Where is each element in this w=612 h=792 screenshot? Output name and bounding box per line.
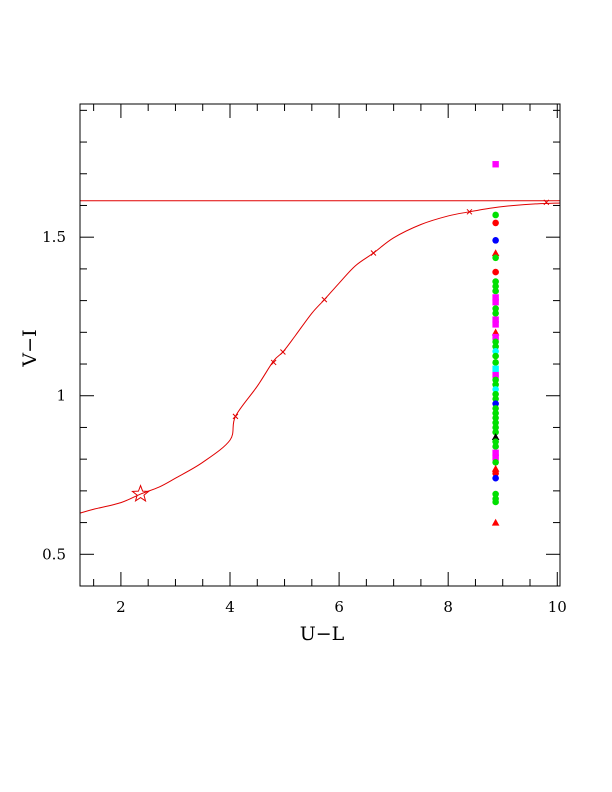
curve-marker-stroke <box>466 208 473 215</box>
y-axis-title: V−I <box>19 329 41 367</box>
x-tick-label: 2 <box>116 598 126 616</box>
data-point <box>492 278 499 285</box>
curve-marker-stroke <box>321 296 328 303</box>
data-point <box>491 464 500 472</box>
data-point <box>492 400 499 407</box>
data-point <box>492 395 499 403</box>
x-tick-label: 4 <box>225 598 235 616</box>
x-tick-label: 8 <box>443 598 453 616</box>
data-point <box>492 371 499 379</box>
data-point <box>492 283 499 290</box>
data-point <box>492 219 499 227</box>
data-point <box>492 316 499 323</box>
data-point <box>491 518 500 526</box>
data-point <box>492 449 499 457</box>
data-point <box>491 328 500 336</box>
x-tick-label: 10 <box>548 598 567 616</box>
data-point <box>492 359 499 366</box>
x-axis-title: U−L <box>300 623 345 645</box>
data-point <box>492 211 499 219</box>
data-point <box>492 338 499 346</box>
data-point <box>492 333 499 341</box>
data-point <box>492 294 499 301</box>
axis-ticks <box>80 104 560 586</box>
curve-marker <box>370 250 377 256</box>
data-point <box>492 419 499 426</box>
data-point <box>492 287 499 295</box>
data-point <box>492 414 499 422</box>
curve-marker <box>280 349 286 355</box>
data-point <box>492 405 499 412</box>
data-point <box>491 249 500 257</box>
curve-marker <box>543 199 550 206</box>
data-point <box>492 409 499 417</box>
curve-marker-stroke <box>280 349 286 355</box>
curve-marker-stroke <box>543 199 550 206</box>
data-point <box>492 343 499 350</box>
data-point <box>492 443 499 450</box>
data-point <box>492 352 499 360</box>
data-point <box>492 298 499 306</box>
y-tick-label: 1.5 <box>42 228 66 246</box>
data-point <box>492 386 499 393</box>
data-point <box>492 454 499 461</box>
data-point <box>492 490 499 498</box>
x-tick-label: 6 <box>334 598 344 616</box>
curve-marker-stroke <box>232 413 239 420</box>
data-point <box>492 305 499 312</box>
data-point <box>492 365 499 372</box>
tick-labels: 2 4 6 8 10 0.5 1 1.5 <box>42 228 567 616</box>
data-point <box>492 498 499 506</box>
data-point <box>492 424 499 431</box>
data-point <box>492 161 499 168</box>
data-point <box>492 268 499 276</box>
model-curve <box>79 202 561 514</box>
data-point <box>492 254 499 262</box>
y-tick-label: 1 <box>56 387 66 405</box>
data-point <box>492 390 499 398</box>
data-point <box>492 309 499 317</box>
data-points <box>491 161 500 526</box>
data-point <box>492 381 499 388</box>
data-point <box>492 438 499 446</box>
plot-frame <box>79 103 561 587</box>
data-point <box>492 348 499 355</box>
data-point <box>492 376 499 384</box>
curve-marker <box>466 208 473 215</box>
data-point <box>492 474 499 482</box>
curve-marker <box>321 296 328 303</box>
data-point <box>491 433 500 441</box>
model-curve-layer <box>79 199 561 514</box>
y-tick-label: 0.5 <box>42 545 66 563</box>
data-point <box>492 237 499 244</box>
curve-marker <box>232 413 239 420</box>
curve-marker <box>270 359 277 366</box>
data-point <box>492 470 499 477</box>
data-point <box>492 428 499 436</box>
curve-marker-stroke <box>370 250 377 256</box>
data-point <box>492 459 499 466</box>
data-point <box>492 321 499 328</box>
curve-marker-stroke <box>270 359 277 366</box>
star-marker <box>131 484 150 503</box>
